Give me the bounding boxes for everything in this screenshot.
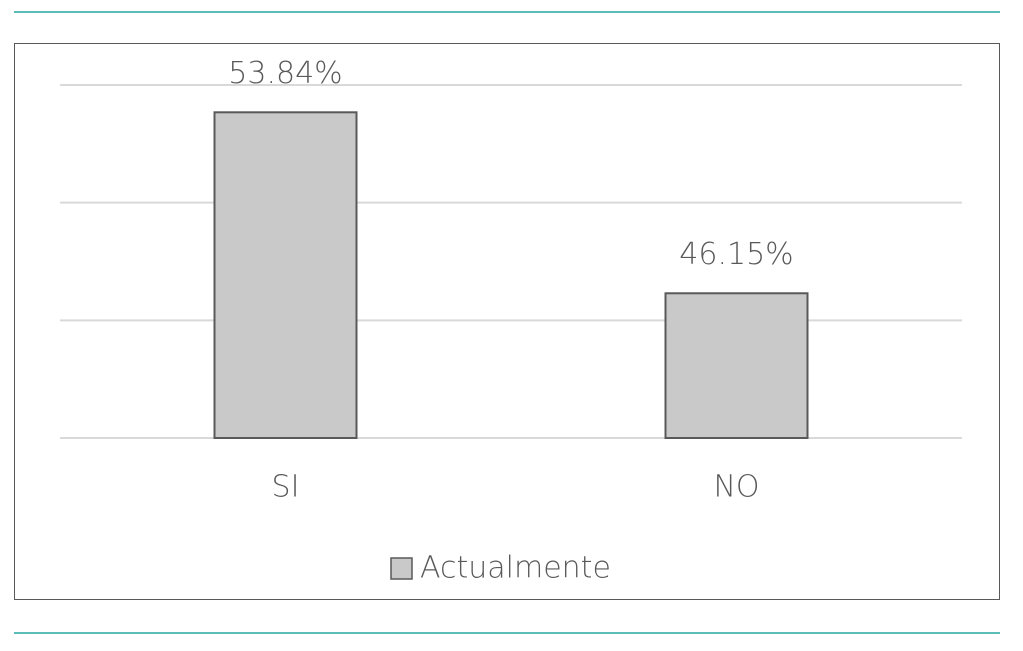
data-label: 46.15%: [679, 237, 793, 272]
data-label: 53.84%: [228, 56, 342, 91]
chart-frame: [14, 43, 1000, 600]
legend-label: Actualmente: [420, 551, 611, 586]
bar: [213, 111, 358, 439]
x-tick-label: NO: [713, 470, 759, 505]
x-tick-label: SI: [272, 470, 300, 505]
legend-swatch: [390, 557, 413, 580]
bar: [664, 292, 809, 439]
